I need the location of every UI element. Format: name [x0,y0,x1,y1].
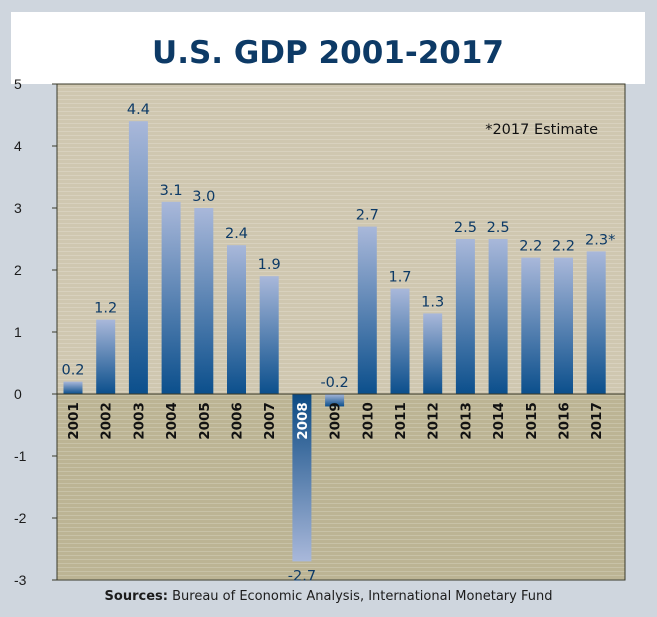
y-tick-label: 4 [14,138,22,154]
value-label-2007: 1.9 [258,257,281,273]
category-label-2009: 2009 [328,402,344,440]
value-label-2010: 2.7 [356,208,379,224]
bar-2003 [128,121,148,394]
y-tick-label: 3 [14,200,22,216]
category-label-2017: 2017 [589,402,605,440]
bars-group [63,121,606,562]
bar-2007 [259,276,279,394]
category-label-2013: 2013 [458,402,474,440]
value-label-2001: 0.2 [61,363,84,379]
category-label-2008: 2008 [295,402,311,440]
y-tick-label: 0 [14,386,22,402]
bar-2006 [227,245,246,394]
bar-2013 [455,239,475,394]
title-box [11,12,645,84]
y-tick-label: -2 [14,510,27,526]
chart-title: U.S. GDP 2001-2017 [152,35,504,71]
value-label-2013: 2.5 [454,220,477,236]
category-label-2004: 2004 [164,402,180,440]
bar-2010 [357,226,377,394]
y-tick-label: 2 [14,262,22,278]
category-label-2002: 2002 [99,402,115,440]
value-label-2005: 3.0 [192,189,215,205]
bar-2017 [586,251,606,394]
bar-2014 [488,239,508,394]
y-tick-label: -1 [14,448,27,464]
value-label-2015: 2.2 [519,239,542,255]
category-label-2015: 2015 [524,402,540,440]
category-label-2001: 2001 [66,402,82,440]
bar-2016 [554,257,573,394]
y-tick-label: 1 [14,324,22,340]
bar-2008 [292,394,312,562]
category-label-2010: 2010 [360,402,376,440]
bar-2015 [521,257,541,394]
bar-2001 [63,381,83,394]
sources-text: Bureau of Economic Analysis, Internation… [167,589,553,604]
y-tick-label: -3 [14,572,27,588]
value-label-2003: 4.4 [127,102,150,118]
value-label-2002: 1.2 [94,301,117,317]
value-label-2012: 1.3 [421,294,444,310]
value-label-2008: -2.7 [288,568,316,584]
category-label-2016: 2016 [557,402,573,440]
bar-2002 [96,319,116,394]
category-labels: 2001 2002 2003 2004 2005 2006 2007 2008 2009 2010… [66,402,605,440]
y-axis: -3 -2 -1 0 1 2 3 4 5 [14,76,57,588]
bar-2012 [423,313,443,394]
estimate-annotation: *2017 Estimate [485,122,598,138]
category-label-2003: 2003 [131,402,147,440]
sources-label: Sources: [104,589,168,604]
value-label-2014: 2.5 [487,220,510,236]
value-label-2017: 2.3* [585,232,615,248]
bar-2004 [161,201,181,394]
value-label-2009: -0.2 [320,375,348,391]
bar-2005 [194,208,214,394]
category-label-2006: 2006 [230,402,246,440]
bar-2011 [390,288,410,394]
value-label-2011: 1.7 [388,270,411,286]
value-labels: 0.2 1.2 4.4 3.1 3.0 2.4 1.9 -2.7 -0.2 2.7 1.7 1.3 2.… [61,102,615,584]
y-tick-label: 5 [14,76,22,92]
value-label-2016: 2.2 [552,239,575,255]
value-label-2004: 3.1 [160,183,183,199]
category-label-2011: 2011 [393,402,409,440]
bar-2009 [325,394,345,407]
value-label-2006: 2.4 [225,226,248,242]
category-label-2005: 2005 [197,402,213,440]
category-label-2012: 2012 [426,402,442,440]
sources-line: Sources: Bureau of Economic Analysis, In… [0,589,657,604]
category-label-2014: 2014 [491,402,507,440]
category-label-2007: 2007 [262,402,278,440]
